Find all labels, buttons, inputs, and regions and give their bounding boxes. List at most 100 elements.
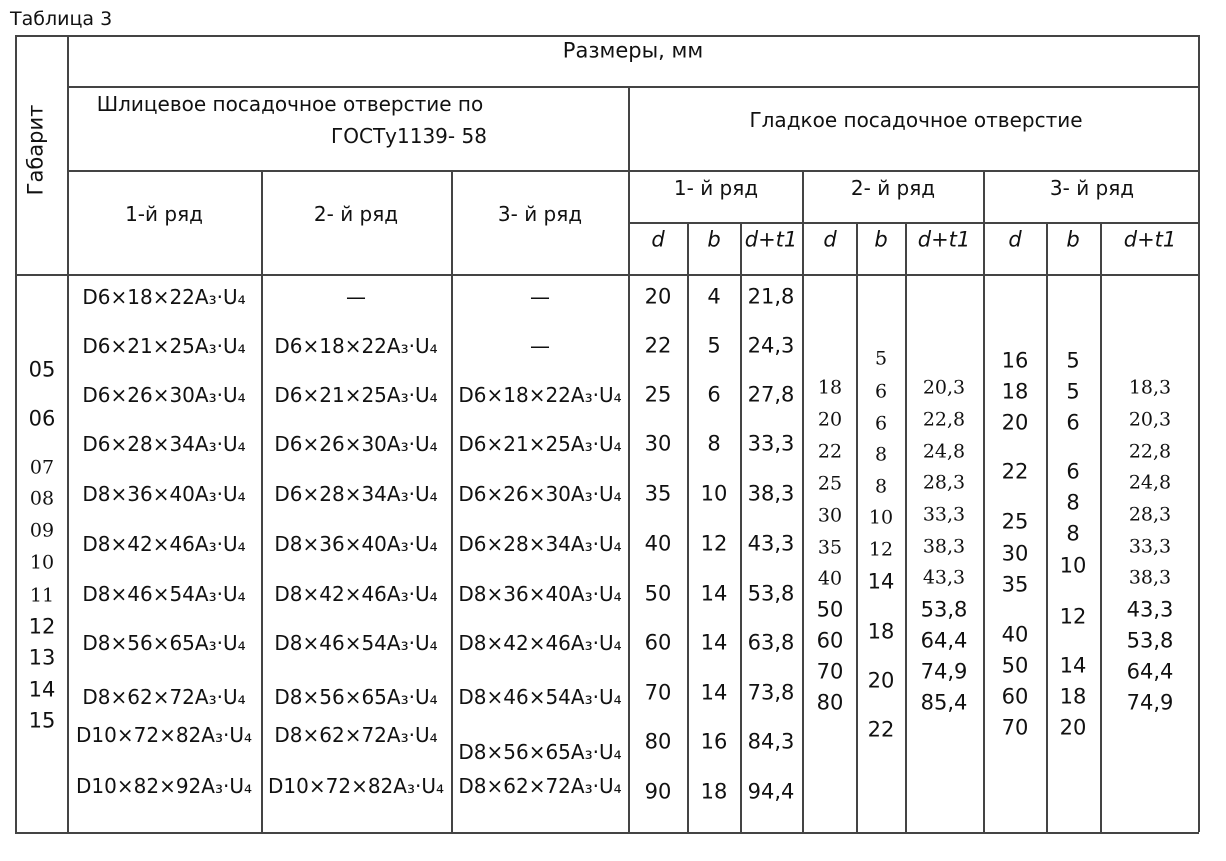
smooth-row2-b: 18 [867,619,895,644]
spline-row2-cell: — [346,285,366,309]
smooth-row1-b: 14 [700,630,728,655]
smooth-row2-d: 40 [817,567,843,590]
smooth-row1-dt: 21,8 [747,284,795,309]
gabarit-value: 11 [29,584,55,607]
smooth-row3-dt: 24,8 [1128,471,1172,494]
smooth-row1-b: 18 [700,779,728,804]
spline-row2-cell: D8×56×65A₃·U₄ [274,685,438,709]
smooth-row2-dt: 38,3 [922,535,966,558]
smooth-row2-b: 22 [867,717,895,742]
spline-row1-cell: D8×56×65A₃·U₄ [82,631,246,655]
table-rule [1198,35,1200,832]
spline-row2-cell: D6×26×30A₃·U₄ [274,432,438,456]
smooth-row2-dt: 64,4 [920,628,968,653]
smooth-row3-b: 14 [1059,653,1087,678]
smooth-row1-b: 6 [707,382,721,407]
smooth-row3-dt: 38,3 [1128,566,1172,589]
smooth-row2-d: 50 [816,597,844,622]
smooth-row2-dt: 74,9 [920,659,968,684]
gabarit-value: 12 [28,614,56,639]
table-rule [687,222,689,832]
smooth-row3-d: 50 [1001,653,1029,678]
smooth-row2-d: 60 [816,628,844,653]
smooth-row1-d: 25 [644,382,672,407]
header-sub-b: b [874,227,888,252]
spline-row2-cell: D8×36×40A₃·U₄ [274,532,438,556]
table-rule [67,86,1198,88]
table-rule [628,86,630,832]
spline-row3-cell: D6×26×30A₃·U₄ [458,482,622,506]
spline-row1-cell: D8×46×54A₃·U₄ [82,582,246,606]
spline-row3-cell: D8×42×46A₃·U₄ [458,631,622,655]
smooth-row3-dt: 43,3 [1126,597,1174,622]
smooth-row2-d: 20 [817,408,843,431]
spline-row3-cell: D8×56×65A₃·U₄ [458,740,622,764]
header-sub-dt: d+t1 [744,227,798,252]
table-rule [1100,222,1102,832]
header-spline-line1: Шлицевое посадочное отверстие по [96,92,484,116]
smooth-row3-b: 8 [1066,490,1080,515]
smooth-row3-d: 25 [1001,509,1029,534]
gabarit-value: 15 [28,708,56,733]
smooth-row1-dt: 73,8 [747,680,795,705]
header-smooth-row: 1- й ряд [673,176,759,200]
smooth-row3-d: 35 [1001,572,1029,597]
table-rule [261,170,263,832]
smooth-row1-dt: 94,4 [747,779,795,804]
smooth-row2-d: 18 [817,376,843,399]
spline-row1-cell: D10×72×82A₃·U₄ [76,723,252,747]
header-spline-line2: ГОСТу1139- 58 [331,124,487,148]
smooth-row3-dt: 74,9 [1126,690,1174,715]
smooth-row3-b: 8 [1066,521,1080,546]
smooth-row2-b: 12 [868,538,894,561]
smooth-row2-b: 5 [874,347,888,370]
header-sub-dt: d+t1 [1123,227,1177,252]
gabarit-value: 05 [28,357,56,382]
smooth-row3-dt: 53,8 [1126,628,1174,653]
smooth-row2-dt: 33,3 [922,503,966,526]
smooth-row2-dt: 28,3 [922,471,966,494]
header-sizes: Размеры, мм [562,38,704,63]
smooth-row1-b: 10 [700,481,728,506]
smooth-row3-dt: 22,8 [1128,440,1172,463]
header-spline-row: 2- й ряд [313,202,399,226]
smooth-row2-b: 20 [867,668,895,693]
smooth-row1-d: 60 [644,630,672,655]
header-sub-d: d [651,227,665,252]
table-rule [15,35,17,832]
table-rule [905,222,907,832]
spline-row1-cell: D6×18×22A₃·U₄ [82,285,246,309]
gabarit-value: 07 [29,456,55,479]
spline-row1-cell: D8×62×72A₃·U₄ [82,685,246,709]
smooth-row3-d: 18 [1001,379,1029,404]
smooth-row2-dt: 20,3 [922,376,966,399]
smooth-row1-b: 4 [707,284,721,309]
smooth-row3-b: 5 [1066,379,1080,404]
gabarit-value: 14 [28,677,56,702]
smooth-row2-b: 8 [874,475,888,498]
smooth-row1-b: 5 [707,333,721,358]
table-rule [67,35,69,832]
smooth-row2-d: 80 [816,690,844,715]
header-sub-d: d [823,227,837,252]
table-rule [802,170,804,832]
smooth-row1-b: 14 [700,680,728,705]
smooth-row2-dt: 22,8 [922,408,966,431]
smooth-row1-b: 14 [700,581,728,606]
smooth-row2-dt: 43,3 [922,566,966,589]
smooth-row1-dt: 24,3 [747,333,795,358]
smooth-row3-b: 20 [1059,715,1087,740]
smooth-row3-dt: 20,3 [1128,408,1172,431]
smooth-row1-dt: 38,3 [747,481,795,506]
smooth-row1-b: 12 [700,531,728,556]
gabarit-value: 09 [29,519,55,542]
table-rule [740,222,742,832]
header-sub-dt: d+t1 [917,227,971,252]
smooth-row2-dt: 53,8 [920,597,968,622]
spline-row3-cell: — [530,285,550,309]
spline-row1-cell: D6×21×25A₃·U₄ [82,334,246,358]
header-sub-b: b [1066,227,1080,252]
spline-row3-cell: D6×21×25A₃·U₄ [458,432,622,456]
smooth-row3-d: 60 [1001,684,1029,709]
smooth-row2-b: 8 [874,443,888,466]
